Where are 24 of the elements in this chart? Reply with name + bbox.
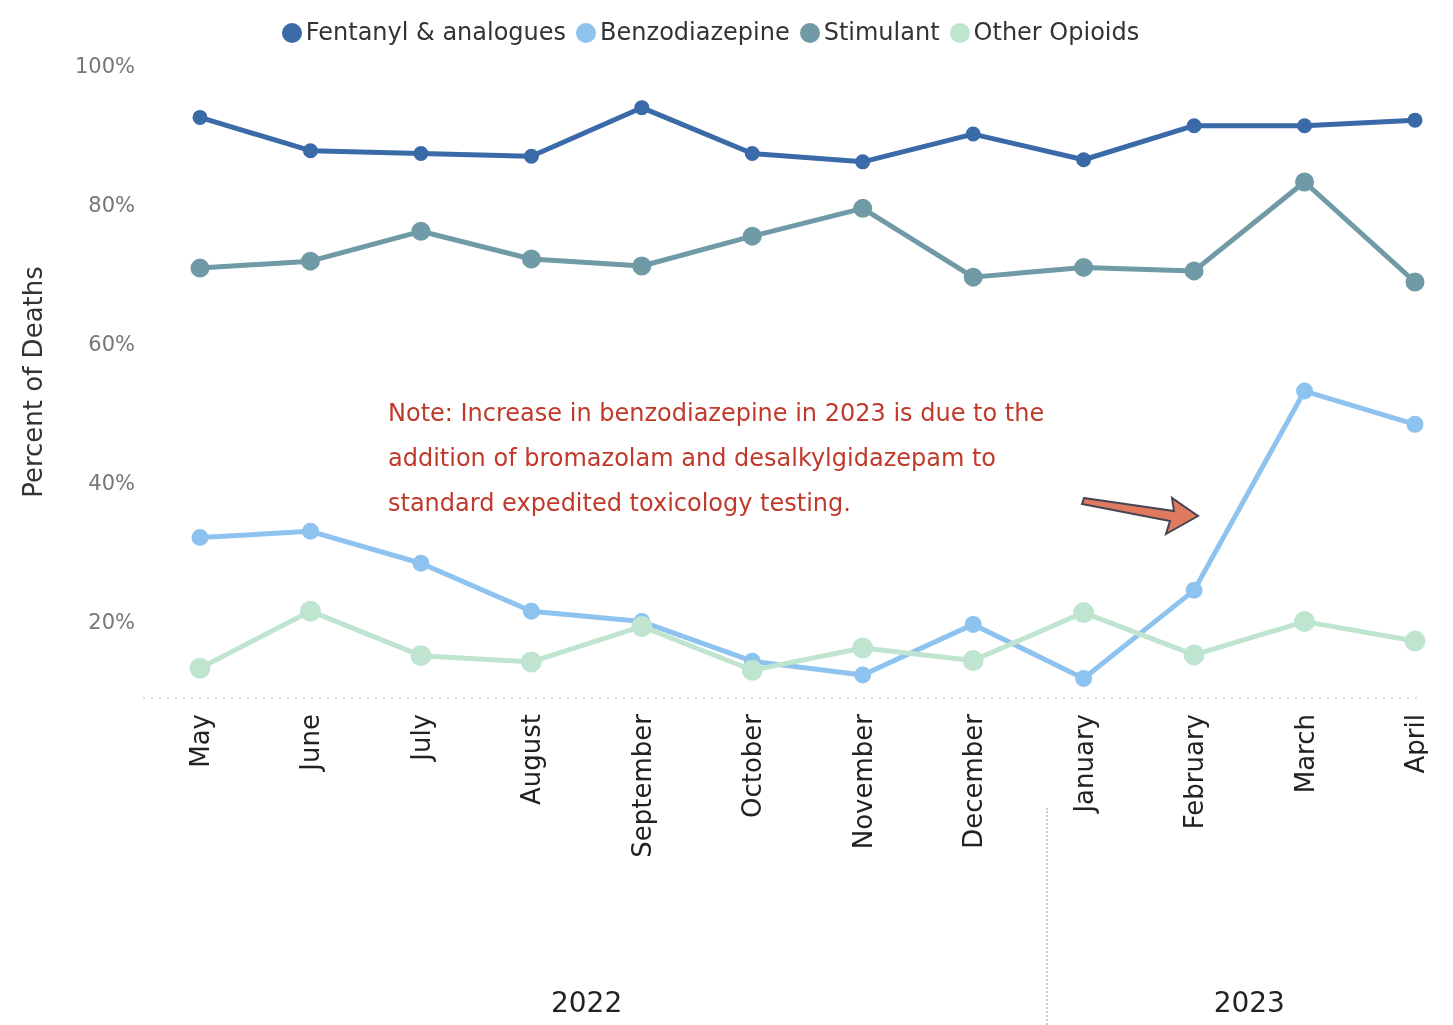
- x-tick-label: August: [516, 714, 547, 805]
- y-tick-label: 40%: [88, 471, 135, 496]
- text: 2023: [1212, 986, 1286, 1019]
- x-tick-label: June: [295, 714, 326, 773]
- legend-label: Other Opioids: [973, 18, 1140, 46]
- x-tick-label: January: [1068, 714, 1099, 815]
- y-tick-label: 60%: [88, 332, 135, 357]
- legend-label: Stimulant: [823, 18, 940, 46]
- x-tick-label: December: [958, 713, 989, 849]
- legend-label: Fentanyl & analogues: [305, 18, 567, 46]
- y-tick-label: 100%: [74, 54, 135, 79]
- y-axis-title: Percent of Deaths: [18, 266, 49, 498]
- y-tick-label: 80%: [88, 193, 135, 218]
- x-tick-label: July: [405, 714, 436, 763]
- x-tick-label: February: [1179, 714, 1210, 830]
- x-tick-label: May: [185, 714, 215, 768]
- x-tick-label: October: [737, 713, 768, 819]
- y-tick-label: 20%: [88, 610, 135, 635]
- x-tick-label: November: [847, 713, 878, 850]
- x-tick-label: March: [1289, 714, 1320, 794]
- x-tick-label: September: [626, 713, 657, 858]
- annotation: Note: Increase in benzodiazepine in 2023 is due to the addition of bromazolam and desalkylgidazepam to standard expedited toxicology testing.: [388, 398, 1046, 519]
- text: 2022: [549, 986, 624, 1019]
- legend-label: Benzodiazepine: [600, 18, 790, 46]
